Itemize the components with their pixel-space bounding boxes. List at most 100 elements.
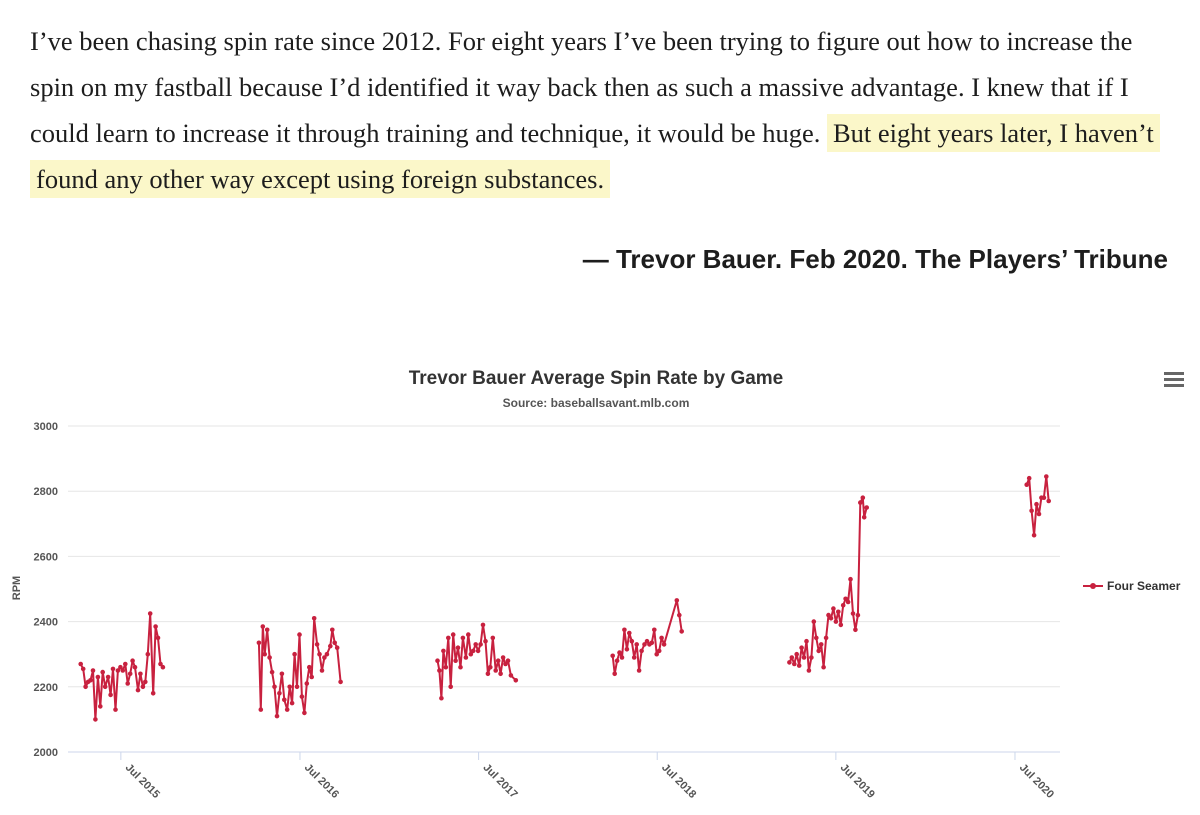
data-point xyxy=(828,616,834,621)
data-point xyxy=(831,606,836,611)
data-point xyxy=(289,700,295,706)
data-point xyxy=(158,661,163,667)
data-point xyxy=(855,612,861,618)
data-point xyxy=(439,695,444,701)
data-point xyxy=(463,655,469,660)
data-point xyxy=(468,651,474,657)
data-point xyxy=(821,664,826,670)
legend[interactable]: Four Seamer xyxy=(1083,579,1181,593)
data-point xyxy=(460,635,466,641)
data-point xyxy=(90,668,96,673)
data-point xyxy=(1026,475,1032,481)
data-point xyxy=(838,622,844,628)
legend-swatch-marker xyxy=(1090,583,1096,589)
data-point xyxy=(674,598,680,603)
data-point xyxy=(505,658,511,663)
series-line-segment xyxy=(611,599,683,675)
data-point xyxy=(493,668,499,673)
data-point xyxy=(279,671,285,677)
data-point xyxy=(823,635,829,641)
data-point xyxy=(299,694,305,699)
data-point xyxy=(143,679,148,685)
data-point xyxy=(840,603,846,608)
y-axis-ticks: 2000 2200 2400 2600 2800 3000 xyxy=(34,421,58,759)
data-point xyxy=(654,651,659,657)
data-point xyxy=(860,495,866,500)
data-point xyxy=(435,658,440,663)
data-point xyxy=(853,627,858,633)
data-point xyxy=(108,692,113,698)
y-tick-label: 3000 xyxy=(34,421,58,433)
quote-paragraph: I’ve been chasing spin rate since 2012. … xyxy=(30,18,1180,202)
data-point xyxy=(307,664,312,670)
y-tick-label: 2800 xyxy=(34,486,58,498)
data-point xyxy=(140,684,146,690)
data-point xyxy=(1034,501,1039,507)
data-point xyxy=(332,640,338,646)
data-point xyxy=(272,684,277,690)
data-point xyxy=(617,650,622,655)
data-point xyxy=(836,609,841,615)
data-point xyxy=(639,648,644,654)
data-point xyxy=(483,638,488,644)
data-point xyxy=(475,648,481,654)
data-point xyxy=(118,664,123,670)
hamburger-menu-icon[interactable] xyxy=(1164,372,1184,388)
quote-attribution: — Trevor Bauer. Feb 2020. The Players’ T… xyxy=(582,244,1168,274)
data-point xyxy=(98,704,103,709)
data-point xyxy=(113,707,118,712)
data-point xyxy=(1046,498,1051,504)
data-point xyxy=(1036,511,1042,517)
data-point xyxy=(661,642,667,647)
data-point xyxy=(1024,482,1029,487)
data-point xyxy=(453,658,458,663)
x-tick-label: Jul 2020 xyxy=(1017,762,1056,801)
data-point xyxy=(287,684,293,690)
data-point xyxy=(125,681,130,686)
data-point xyxy=(262,651,268,657)
data-point xyxy=(450,632,456,637)
data-point xyxy=(446,635,451,641)
data-point xyxy=(508,673,514,678)
data-point xyxy=(644,638,650,644)
data-point xyxy=(147,611,153,616)
data-point xyxy=(614,658,620,663)
data-point xyxy=(656,648,662,654)
data-point xyxy=(1044,474,1049,479)
data-point xyxy=(448,684,454,690)
data-point xyxy=(470,648,476,654)
data-point xyxy=(500,655,506,660)
data-point xyxy=(277,691,282,696)
data-point xyxy=(284,707,290,712)
data-point xyxy=(127,671,133,677)
data-point xyxy=(861,515,867,520)
y-tick-label: 2600 xyxy=(34,551,58,563)
data-point xyxy=(138,671,143,677)
data-point xyxy=(485,671,491,677)
data-point xyxy=(338,679,343,685)
data-point xyxy=(811,619,817,624)
data-point xyxy=(93,717,98,722)
data-point xyxy=(78,661,83,667)
data-point xyxy=(858,500,863,505)
data-point xyxy=(816,648,821,654)
series-four-seamer xyxy=(78,474,1051,722)
data-point xyxy=(503,661,508,667)
data-point xyxy=(100,669,105,675)
data-point xyxy=(809,655,814,660)
chart-svg: Trevor Bauer Average Spin Rate by Game S… xyxy=(11,368,1181,801)
data-point xyxy=(153,624,158,629)
data-point xyxy=(269,669,275,675)
data-point xyxy=(110,666,116,672)
data-point xyxy=(274,713,280,719)
x-tick-label: Jul 2018 xyxy=(659,762,698,801)
data-point xyxy=(95,674,101,680)
data-point xyxy=(796,663,802,668)
y-tick-label: 2200 xyxy=(34,682,58,694)
data-point xyxy=(132,664,138,670)
data-point xyxy=(826,612,831,618)
data-point xyxy=(848,576,853,582)
data-point xyxy=(334,645,340,650)
data-point xyxy=(330,627,335,633)
data-point xyxy=(324,651,330,657)
